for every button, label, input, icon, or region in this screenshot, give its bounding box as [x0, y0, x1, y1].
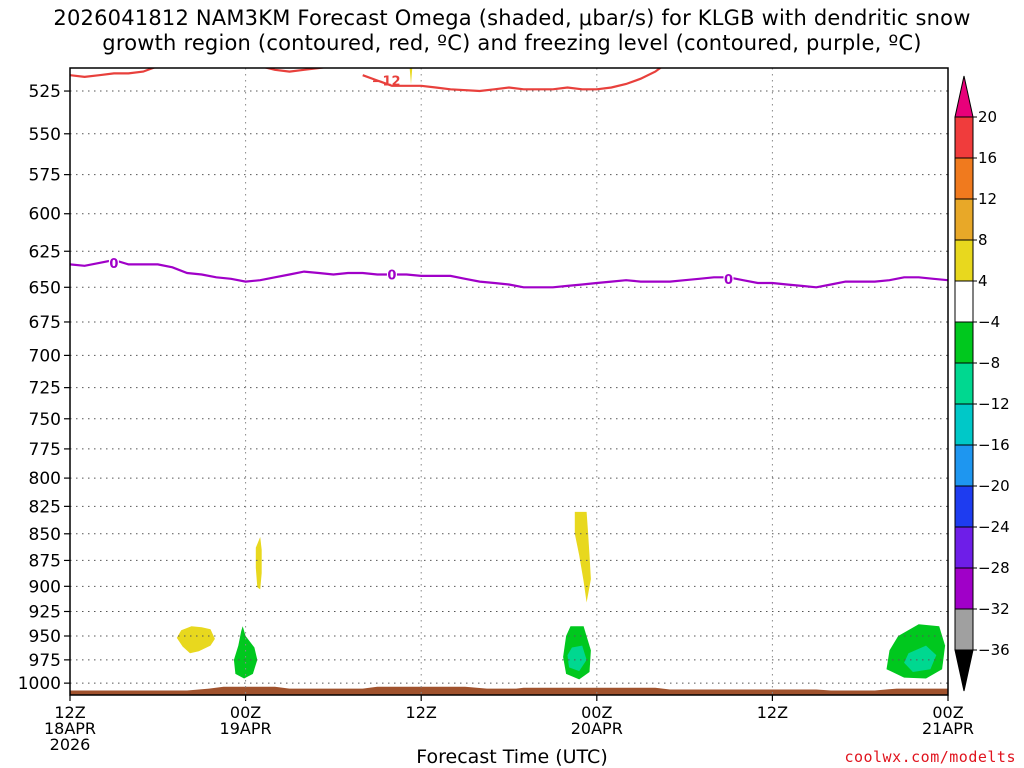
y-tick-label: 700 [29, 346, 61, 366]
colorbar-segment [954, 280, 974, 323]
y-tick-label: 750 [29, 410, 61, 430]
y-tick-label: 550 [29, 125, 61, 145]
colorbar-label: −28 [978, 559, 1010, 577]
colorbar-segment [954, 444, 974, 487]
source-credit: coolwx.com/modelts [844, 748, 1016, 766]
y-tick-label: 725 [29, 379, 61, 399]
y-tick-label: 775 [29, 440, 61, 460]
colorbar-label: 16 [978, 149, 997, 167]
freezing-level-contour [70, 258, 948, 289]
dgz-contour-segment [70, 68, 157, 79]
x-tick-label: 00Z [581, 703, 612, 722]
colorbar-segment [954, 239, 974, 282]
y-tick-label: 600 [29, 205, 61, 225]
colorbar-label: 12 [978, 190, 997, 208]
dgz-contour-label: −12 [372, 74, 401, 89]
freezing-label-bg [723, 270, 734, 286]
omega-region-0 [176, 626, 215, 654]
omega-region-5 [233, 626, 258, 679]
colorbar-segment [954, 362, 974, 405]
colorbar-segment [954, 526, 974, 569]
colorbar-label: −12 [978, 395, 1010, 413]
y-tick-label: 525 [29, 82, 61, 102]
y-tick-label: 825 [29, 497, 61, 517]
plot-frame [69, 67, 949, 696]
y-tick-label: 850 [29, 525, 61, 545]
colorbar-label: 20 [978, 108, 997, 126]
colorbar-segment [954, 608, 974, 651]
x-tick-label: 20APR [571, 719, 623, 738]
freezing-label-bg [108, 254, 119, 270]
freezing-label-bg [386, 266, 397, 282]
terrain-surface [70, 686, 948, 695]
omega-region-1 [255, 537, 262, 590]
x-tick-label: 2026 [50, 735, 91, 754]
colorbar-label: −24 [978, 518, 1010, 536]
freezing-level-label: 0 [724, 273, 733, 288]
y-tick-label: 950 [29, 627, 61, 647]
colorbar-label: −4 [978, 313, 1000, 331]
freezing-level-label: 0 [387, 268, 396, 283]
y-tick-label: 975 [29, 651, 61, 671]
dgz-contour-segment [362, 68, 663, 93]
colorbar-segment [954, 403, 974, 446]
x-tick-label: 00Z [932, 703, 963, 722]
x-axis-title: Forecast Time (UTC) [416, 746, 608, 768]
y-tick-label: 900 [29, 577, 61, 597]
y-tick-label: 800 [29, 469, 61, 489]
dgz-contour-segment [262, 68, 328, 73]
x-tick-label: 12Z [54, 703, 85, 722]
y-tick-label: 675 [29, 313, 61, 333]
colorbar-segment [954, 485, 974, 528]
colorbar-label: −16 [978, 436, 1010, 454]
colorbar: 20 16 12 8 4 −4 −8 −12 −16 −20 −24 −28 −32 −36 [954, 75, 1010, 692]
y-tick-label: 925 [29, 602, 61, 622]
plot-area: −12 0 0 0 [69, 67, 949, 696]
y-tick-label: 875 [29, 551, 61, 571]
chart-title-line-1: 2026041812 NAM3KM Forecast Omega (shaded… [53, 6, 971, 30]
colorbar-segment [954, 116, 974, 159]
colorbar-label: −32 [978, 600, 1010, 618]
y-axis: 525 550 575 600 625 650 675 700 725 750 775 800 825 8… [18, 82, 70, 694]
colorbar-label: 8 [978, 231, 988, 249]
colorbar-label: −8 [978, 354, 1000, 372]
y-tick-label: 650 [29, 278, 61, 298]
plot-clip-group: −12 0 0 0 [70, 68, 948, 695]
x-tick-label: 12Z [406, 703, 437, 722]
colorbar-label: −36 [978, 641, 1010, 659]
y-tick-label: 625 [29, 242, 61, 262]
colorbar-bottom-arrow [954, 649, 974, 692]
y-tick-label: 1000 [18, 674, 61, 694]
omega-region-3 [409, 68, 413, 84]
x-tick-label: 21APR [922, 719, 974, 738]
omega-region-4 [574, 511, 591, 603]
omega-region-8 [567, 645, 587, 672]
chart-title-line-2: growth region (contoured, red, ºC) and f… [102, 31, 922, 55]
x-tick-label: 12Z [757, 703, 788, 722]
colorbar-segment [954, 198, 974, 241]
colorbar-top-arrow [954, 75, 974, 118]
x-tick-label: 00Z [230, 703, 261, 722]
colorbar-segment [954, 567, 974, 610]
colorbar-segment [954, 321, 974, 364]
colorbar-label: 4 [978, 272, 988, 290]
y-tick-label: 575 [29, 166, 61, 186]
x-tick-label: 19APR [220, 719, 272, 738]
freezing-level-label: 0 [109, 257, 118, 272]
omega-region-9 [904, 645, 937, 672]
x-tick-label: 18APR [44, 719, 96, 738]
chart-title: 2026041812 NAM3KM Forecast Omega (shaded… [0, 6, 1024, 56]
colorbar-label: −20 [978, 477, 1010, 495]
colorbar-segment [954, 157, 974, 200]
